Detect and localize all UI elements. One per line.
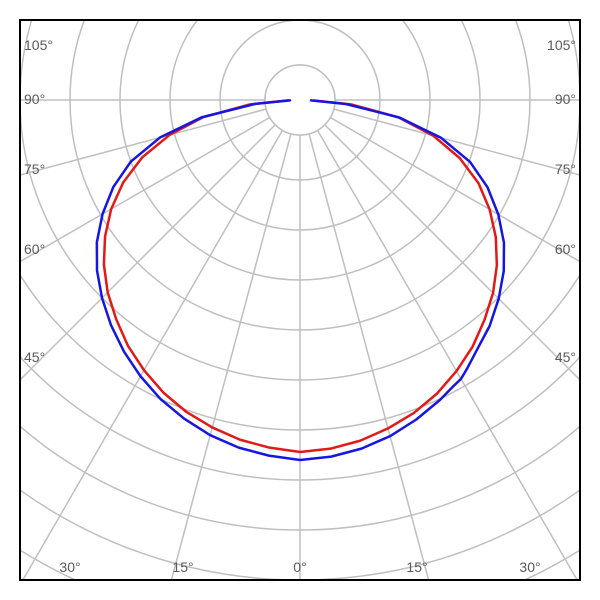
polar-chart: 105° 105° 90° 90° 75° 75° 60° 60° 45° 45° 30° 30° 15… <box>0 0 600 600</box>
angle-label: 75° <box>24 161 45 177</box>
angle-label: 105° <box>547 37 576 53</box>
angle-label: 0° <box>293 559 306 575</box>
angle-label: 60° <box>555 241 576 257</box>
angle-label: 90° <box>555 91 576 107</box>
angle-label: 30° <box>59 559 80 575</box>
angle-label: 15° <box>406 559 427 575</box>
angle-label: 90° <box>24 91 45 107</box>
angle-label: 30° <box>519 559 540 575</box>
angle-label: 75° <box>555 161 576 177</box>
angle-label: 45° <box>555 349 576 365</box>
angle-label: 60° <box>24 241 45 257</box>
angle-label: 45° <box>24 349 45 365</box>
polar-chart-svg: 105° 105° 90° 90° 75° 75° 60° 60° 45° 45° 30° 30° 15… <box>0 0 600 600</box>
angle-label: 15° <box>172 559 193 575</box>
angle-label: 105° <box>24 37 53 53</box>
